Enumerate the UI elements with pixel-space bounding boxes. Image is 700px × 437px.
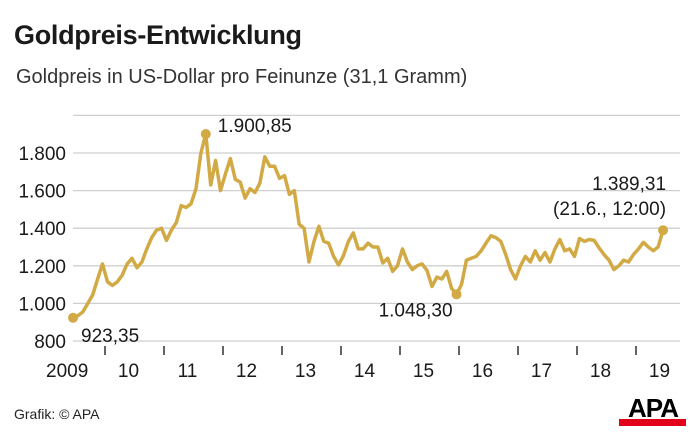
x-tick-label: 19 xyxy=(649,361,670,382)
chart-title: Goldpreis-Entwicklung xyxy=(14,20,302,50)
x-tick-label: 18 xyxy=(590,361,611,382)
y-tick-label: 1.200 xyxy=(18,257,66,278)
annotation-label: 1.900,85 xyxy=(218,116,292,137)
x-tick-label: 17 xyxy=(531,361,552,382)
annotation-label: 1.048,30 xyxy=(379,300,453,321)
x-tick-label: 16 xyxy=(472,361,493,382)
annotation-note: (21.6., 12:00) xyxy=(553,199,666,220)
x-tick-label: 13 xyxy=(295,361,316,382)
gold-price-line xyxy=(72,132,665,320)
x-tick-label: 12 xyxy=(236,361,257,382)
annotation-label: 923,35 xyxy=(81,326,139,347)
annotation-point xyxy=(658,225,669,236)
y-tick-label: 1.800 xyxy=(18,144,66,165)
chart-subtitle: Goldpreis in US-Dollar pro Feinunze (31,… xyxy=(16,66,468,88)
annotation-label: 1.389,31 xyxy=(592,174,666,195)
x-tick-label: 10 xyxy=(118,361,139,382)
y-tick-label: 1.000 xyxy=(18,294,66,315)
x-tick-label: 11 xyxy=(178,361,198,382)
source-credit: Grafik: © APA xyxy=(14,406,100,422)
annotation-point xyxy=(68,312,79,323)
y-tick-label: 1.600 xyxy=(18,182,66,203)
apa-logo-bar xyxy=(619,419,686,426)
x-tick-label: 15 xyxy=(413,361,434,382)
apa-logo: APA xyxy=(618,393,688,426)
annotation-point xyxy=(200,129,211,140)
annotation-point xyxy=(451,289,462,300)
y-tick-label: 800 xyxy=(34,332,66,353)
apa-logo-text: APA xyxy=(628,393,679,423)
x-tick-label: 2009 xyxy=(46,361,88,382)
x-tick-label: 14 xyxy=(354,361,376,382)
y-tick-label: 1.400 xyxy=(18,219,66,240)
